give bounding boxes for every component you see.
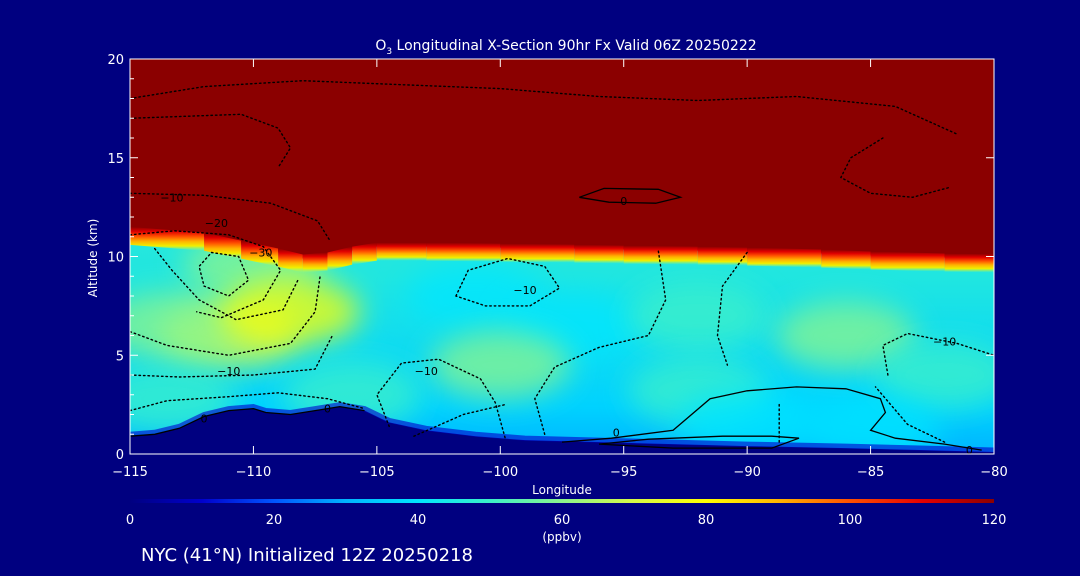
initialization-caption: NYC (41°N) Initialized 12Z 20250218 xyxy=(141,545,473,566)
chart-title: O3 Longitudinal X-Section 90hr Fx Valid … xyxy=(375,38,756,57)
tropopause-gradient-segment xyxy=(747,247,822,268)
ozone-cell xyxy=(627,281,768,350)
x-tick-label: −115 xyxy=(112,465,148,480)
solid-contour-line xyxy=(579,187,683,204)
tropopause-gradient-segment xyxy=(426,242,501,262)
x-tick-label: −90 xyxy=(733,465,760,480)
y-tick-label: 15 xyxy=(107,152,124,167)
contour-label: −20 xyxy=(205,217,228,230)
contour-label: 0 xyxy=(613,426,620,439)
contour-label: −30 xyxy=(249,247,272,260)
solid-contour-line xyxy=(598,435,800,449)
colorbar-tick-label: 80 xyxy=(698,513,715,528)
x-tick-label: −105 xyxy=(359,465,395,480)
ozone-cell xyxy=(677,390,818,454)
dotted-contour-line xyxy=(839,137,951,199)
tropopause-gradient-segment xyxy=(821,249,871,270)
contour-label: 0 xyxy=(201,412,208,425)
dotted-contour-line xyxy=(882,332,994,376)
tropopause-gradient-segment xyxy=(302,252,328,273)
contour-label: −10 xyxy=(217,365,240,378)
x-axis-label: Longitude xyxy=(532,483,592,497)
dotted-contour-line xyxy=(130,192,331,242)
x-tick-label: −85 xyxy=(857,465,884,480)
dotted-contour-line xyxy=(198,251,250,297)
x-axis: −115 −110 −105 −100 −95 −90 −85 −80 xyxy=(112,59,1008,480)
ozone-cell xyxy=(874,341,994,409)
tropopause-gradient-segment xyxy=(500,243,575,263)
contour-label: −10 xyxy=(415,365,438,378)
contour-label: 0 xyxy=(620,195,627,208)
terrain-mask xyxy=(130,406,994,454)
x-tick-label: −110 xyxy=(236,465,272,480)
tropopause-gradient-segment xyxy=(623,245,698,265)
colorbar: 0 20 40 60 80 100 120 (ppbv) xyxy=(126,499,1007,544)
dotted-contour-line xyxy=(413,403,506,437)
x-tick-label: −80 xyxy=(980,465,1007,480)
dotted-contour-line xyxy=(376,358,506,439)
y-tick-label: 5 xyxy=(116,349,124,364)
tropopause-gradient-segment xyxy=(278,248,303,273)
colorbar-tick-label: 60 xyxy=(554,513,571,528)
solid-contour-line xyxy=(561,386,982,451)
stratosphere-region xyxy=(130,59,994,259)
tropopause-gradient-segment xyxy=(574,244,624,264)
dotted-contour-line xyxy=(455,257,561,307)
dotted-contour-line xyxy=(130,113,292,169)
colorbar-tick-label: 40 xyxy=(410,513,427,528)
colorbar-tick-label: 100 xyxy=(838,513,863,528)
dotted-contour-line xyxy=(130,230,282,319)
dotted-contour-line xyxy=(874,386,946,443)
tropopause-gradient-segment xyxy=(327,246,353,271)
dotted-contour-line xyxy=(534,249,667,435)
tropopause-gradient-segment xyxy=(352,242,377,265)
x-tick-label: −95 xyxy=(610,465,637,480)
y-axis-label: Altitude (km) xyxy=(86,219,100,298)
ozone-cell xyxy=(130,291,238,360)
contour-label: −10 xyxy=(513,284,536,297)
colorbar-tick-label: 120 xyxy=(982,513,1007,528)
colorbar-units: (ppbv) xyxy=(542,530,581,544)
dotted-contour-line xyxy=(153,247,299,321)
tropopause-gradient-segment xyxy=(944,253,994,273)
dotted-contour-line xyxy=(130,392,366,412)
colorbar-strip xyxy=(130,499,994,503)
solid-contour-line xyxy=(130,405,365,437)
contour-label: −10 xyxy=(160,191,183,204)
tropopause-gradient-segment xyxy=(870,251,945,272)
plot-area: −10 −20 −30 0 −10 −10 −10 −10 0 0 0 0 xyxy=(130,59,994,457)
tropopause-gradient-segment xyxy=(241,240,279,267)
y-tick-label: 10 xyxy=(107,251,124,266)
ozone-cell xyxy=(220,277,361,346)
y-axis: 0 5 10 15 20 xyxy=(107,53,994,463)
tropopause-gradient-segment xyxy=(697,246,748,266)
dotted-contour-line xyxy=(130,334,334,378)
contour-label: 0 xyxy=(324,403,331,416)
surface-layer xyxy=(130,402,994,453)
ozone-cell xyxy=(430,331,571,400)
contour-label: 0 xyxy=(966,444,973,457)
colorbar-tick-label: 0 xyxy=(126,513,134,528)
dotted-contour-line xyxy=(130,275,321,357)
ozone-cell xyxy=(775,301,916,370)
colorbar-tick-label: 20 xyxy=(266,513,283,528)
y-tick-label: 20 xyxy=(107,53,124,68)
contour-label: −10 xyxy=(933,335,956,348)
tropopause-gradient-segment xyxy=(376,242,427,261)
x-tick-label: −100 xyxy=(482,465,518,480)
y-tick-label: 0 xyxy=(116,448,124,463)
